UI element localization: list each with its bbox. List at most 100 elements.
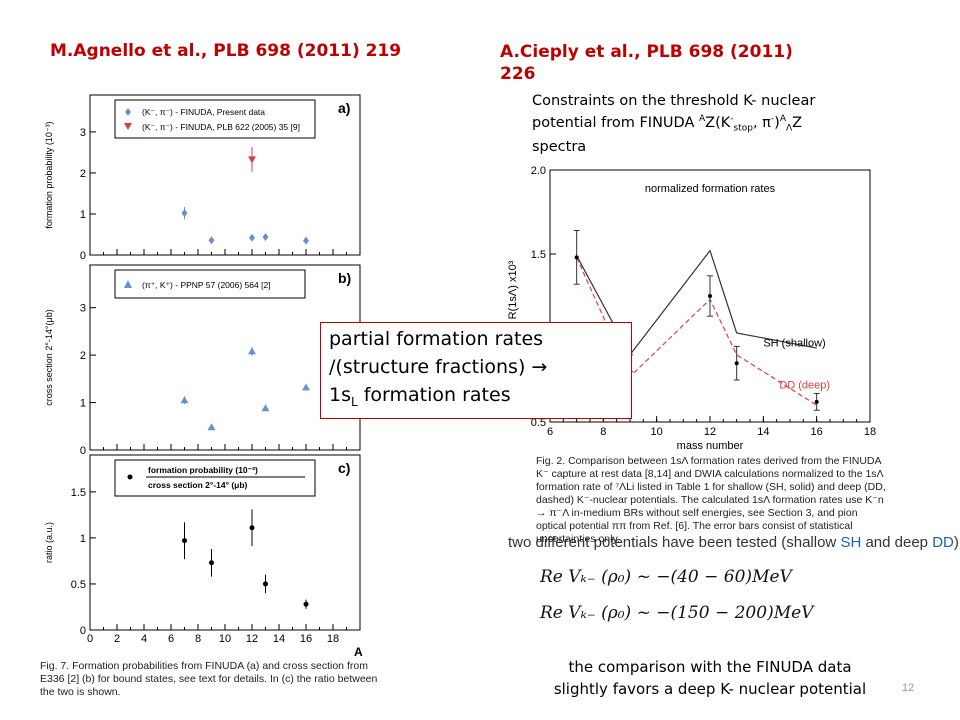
y-tick-label: 0 <box>80 445 86 457</box>
data-point <box>303 601 309 607</box>
legend-marker <box>124 123 132 130</box>
y-tick-label: 1 <box>80 398 86 410</box>
panel-ylabel: formation probability (10⁻³) <box>44 121 54 228</box>
legend-box <box>114 459 316 497</box>
x-tick-label: 8 <box>195 633 201 645</box>
x-axis-label: mass number <box>677 440 744 450</box>
x-tick-label: 4 <box>141 633 147 645</box>
y-tick-label: 1 <box>80 209 86 221</box>
right-figure-caption: Fig. 2. Comparison between 1sΛ formation… <box>536 455 886 545</box>
data-point <box>207 423 216 431</box>
x-tick-label: 2 <box>114 633 120 645</box>
y-tick-label: 2 <box>80 168 86 180</box>
constraints-line1: Constraints on the threshold K- nuclear <box>532 93 816 109</box>
y-tick-label: 2 <box>80 350 86 362</box>
legend-entry: (K⁻, π⁻) - FINUDA, PLB 622 (2005) 35 [9] <box>142 122 300 132</box>
chart-title: normalized formation rates <box>645 183 776 195</box>
right-reference: A.Cieply et al., PLB 698 (2011) 226 <box>500 41 793 85</box>
data-point <box>248 156 256 164</box>
x-tick-label: 6 <box>547 426 553 438</box>
x-tick-label: 12 <box>704 426 716 438</box>
data-point <box>303 236 309 245</box>
callout-line2: /(structure fractions) → <box>329 356 548 378</box>
y-tick-label: 2.0 <box>531 165 546 177</box>
right-reference-line2: 226 <box>500 64 536 84</box>
formula-deep: Re Vₖ₋ (ρ₀) ~ −(150 − 200)MeV <box>540 603 814 623</box>
x-axis-label: A <box>354 645 363 659</box>
legend-entry: (K⁻, π⁻) - FINUDA, Present data <box>142 107 265 117</box>
formula-shallow: Re Vₖ₋ (ρ₀) ~ −(40 − 60)MeV <box>540 567 792 587</box>
x-tick-label: 12 <box>246 633 258 645</box>
callout-box: partial formation rates /(structure frac… <box>320 322 632 419</box>
panel-ylabel: ratio (a.u.) <box>44 522 54 563</box>
y-tick-label: 1 <box>80 533 86 545</box>
x-tick-label: 0 <box>87 633 93 645</box>
y-tick-label: 0.5 <box>531 417 546 429</box>
callout-line3: 1sL formation rates <box>329 384 511 409</box>
conclusion-line2: slightly favors a deep K- nuclear potent… <box>553 680 867 698</box>
data-point <box>262 232 269 241</box>
legend-denominator: cross section 2°-14° (μb) <box>148 480 248 490</box>
right-reference-line1: A.Cieply et al., PLB 698 (2011) <box>500 42 793 62</box>
y-axis-label: R(1sΛ) x10³ <box>507 260 519 319</box>
y-tick-label: 0 <box>80 625 86 637</box>
data-point <box>209 560 214 566</box>
x-tick-label: 16 <box>811 426 823 438</box>
legend-numerator: formation probability (10⁻³) <box>148 465 258 475</box>
data-point <box>208 236 215 245</box>
y-tick-label: 3 <box>80 127 86 139</box>
x-tick-label: 10 <box>219 633 231 645</box>
panel-label: b) <box>338 270 351 286</box>
x-tick-label: 8 <box>600 426 606 438</box>
tested-potentials-text: two different potentials have been teste… <box>508 534 959 551</box>
constraints-text: Constraints on the threshold K- nuclear … <box>532 92 892 156</box>
x-tick-label: 16 <box>300 633 312 645</box>
x-tick-label: 6 <box>168 633 174 645</box>
constraints-line2: potential from FINUDA AZ(K-stop, π-)AΛZ <box>532 114 803 134</box>
y-tick-label: 1.5 <box>531 249 546 261</box>
x-tick-label: 14 <box>757 426 769 438</box>
data-point <box>249 525 255 531</box>
x-tick-label: 10 <box>651 426 663 438</box>
x-tick-label: 18 <box>327 633 339 645</box>
x-tick-label: 14 <box>273 633 285 645</box>
data-point <box>814 399 819 404</box>
data-point <box>302 383 310 391</box>
page-number: 12 <box>902 682 915 694</box>
x-tick-label: 18 <box>864 426 876 438</box>
left-reference: M.Agnello et al., PLB 698 (2011) 219 <box>50 41 402 61</box>
legend-box <box>114 269 306 299</box>
y-tick-label: 0.5 <box>71 579 86 591</box>
constraints-line3: spectra <box>532 138 587 155</box>
data-point <box>708 294 712 298</box>
legend-marker <box>125 108 131 116</box>
series-label-shallow: SH (shallow) <box>763 337 825 349</box>
series-label-deep: DD (deep) <box>779 379 830 391</box>
right-figure-chart: normalized formation rates 6 8 10 12 14 16 18 0.… <box>507 165 876 450</box>
right-figure: normalized formation rates 6 8 10 12 14 16 18 0.… <box>507 165 876 450</box>
left-figure-caption: Fig. 7. Formation probabilities from FIN… <box>40 660 378 698</box>
data-point <box>734 361 739 366</box>
data-point <box>249 233 255 242</box>
conclusion-line1: the comparison with the FINUDA data <box>568 658 852 676</box>
conclusion-text: the comparison with the FINUDA data slig… <box>500 656 920 700</box>
legend-marker <box>127 474 133 480</box>
data-point <box>248 347 256 355</box>
data-point <box>574 255 579 260</box>
y-tick-label: 3 <box>80 303 86 315</box>
legend-entry: (π⁺, K⁺) - PPNP 57 (2006) 564 [2] <box>142 280 271 290</box>
y-tick-label: 1.5 <box>71 487 86 499</box>
data-point <box>263 581 268 587</box>
panel-ylabel: cross section 2°-14°(μb) <box>44 309 54 405</box>
legend-box <box>114 99 316 139</box>
data-point <box>261 404 270 412</box>
panel-label: c) <box>338 460 350 476</box>
legend-marker <box>124 280 132 288</box>
callout-line1: partial formation rates <box>329 328 544 350</box>
series-line-shallow <box>576 249 817 356</box>
data-point <box>181 209 188 218</box>
panel-label: a) <box>338 100 350 116</box>
data-point <box>180 396 189 404</box>
